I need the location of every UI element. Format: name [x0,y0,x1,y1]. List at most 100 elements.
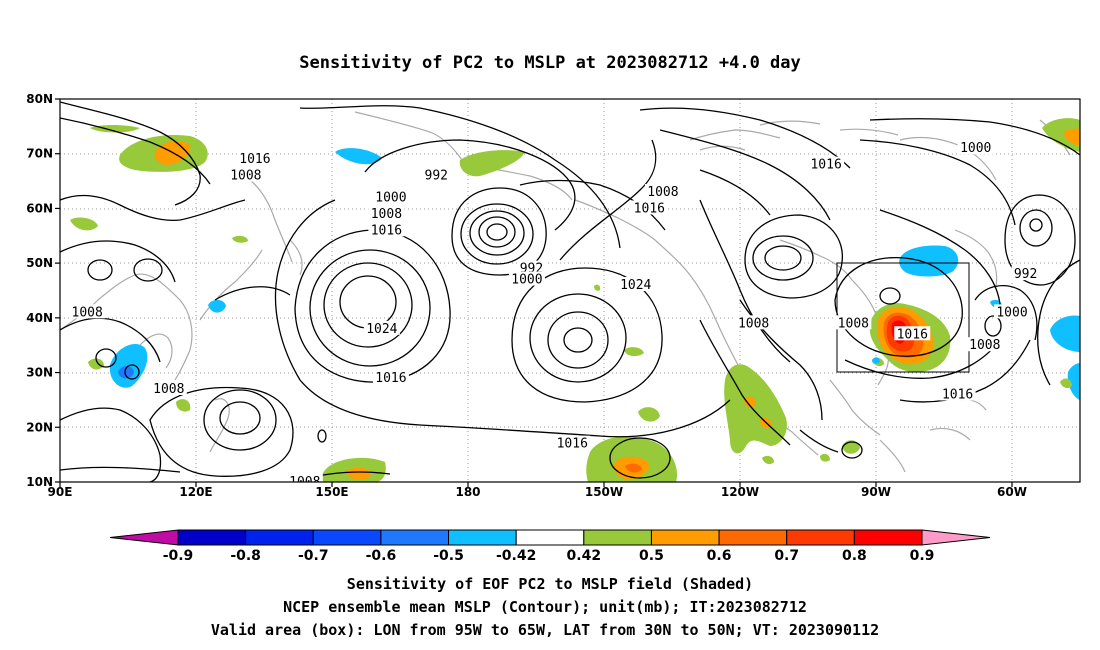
colorbar-tick-label: -0.5 [433,548,464,564]
shade-positive [1042,118,1080,152]
lat-tick-label: 10N [26,475,53,489]
contour-label-bg [894,326,931,341]
colorbar-swatch [515,529,585,546]
shade-negative [1067,363,1080,400]
contour-label: 1008 [969,338,1000,353]
lat-tick-label: 20N [26,420,53,434]
contour-label-bg [554,435,591,450]
shade-positive [176,399,191,412]
lat-tick-label: 40N [26,311,53,325]
contour-label: 1000 [996,305,1027,320]
colorbar-tick-label: 0.5 [639,548,664,564]
colorbar-tick-label: 0.8 [842,548,867,564]
caption: Sensitivity of EOF PC2 to MSLP field (Sh… [211,575,879,639]
lon-tick-label: 60W [997,485,1027,499]
contour-label: 1000 [960,141,991,156]
shade-negative [872,357,880,364]
shade-positive [594,284,601,291]
contour-label-bg [236,151,273,166]
colorbar-swatch [718,529,788,546]
colorbar-tick-label: -0.8 [230,548,261,564]
contour-label: 1000 [375,190,406,205]
contour-label: 1016 [810,158,841,173]
shade-positive [724,364,787,454]
shade-positive [459,150,525,177]
contour-label: 1008 [838,316,869,331]
contour-label: 1016 [942,387,973,402]
colorbar-tick-label: -0.9 [163,548,194,564]
shade-positive [1060,378,1072,389]
shade-negative [208,299,226,313]
colorbar-swatch [312,529,382,546]
contour-label-bg [422,167,451,182]
contour-label-bg [368,205,405,220]
colorbar-tick-label: 0.9 [910,548,935,564]
lat-tick-label: 30N [26,366,53,380]
colorbar-swatch [853,529,923,546]
colorbar-tick-label: 0.42 [567,548,602,564]
shade-positive [820,453,830,462]
contour-label: 1008 [153,382,184,397]
shade-positive [232,235,248,243]
contour-label-bg [1011,266,1040,281]
shade-positive [638,407,660,422]
lon-tick-label: 150W [585,485,623,499]
contour-label-bg [363,320,400,335]
map-frame [59,98,1081,483]
colorbar-swatch [650,529,720,546]
colorbar-tick-label: 0.6 [707,548,732,564]
shade-positive-strong [744,396,756,408]
contour-label: 1000 [511,273,542,288]
caption-line-1: Sensitivity of EOF PC2 to MSLP field (Sh… [347,575,753,593]
mslp-contours [60,101,1080,482]
colorbar-extend-high [921,529,991,546]
lon-tick-label: 180 [455,485,480,499]
shade-positive-strong [1064,128,1080,146]
contour-label: 1008 [289,475,320,490]
contour-label: 1016 [557,437,588,452]
contour-label-bg [735,315,772,330]
shade-positive [762,455,774,465]
shade-positive-strong [345,467,372,480]
lon-tick-label: 90W [861,485,891,499]
coastlines [60,111,1071,473]
colorbar-tick-label: -0.6 [366,548,397,564]
lat-tick-label: 50N [26,256,53,270]
shade-positive [90,125,140,133]
shade-negative [899,245,959,277]
lon-axis: 90E 120E 150E 180 150W 120W 90W 60W [48,482,1027,499]
contour-label-bg [368,222,405,237]
contour-label: 1016 [897,327,928,342]
contour-label: 1024 [620,278,651,293]
contour-label-bg [966,337,1003,352]
contour-label-bg [994,304,1030,319]
shade-positive-strong [625,463,642,473]
contour-label: 992 [425,169,448,184]
contour-label-bg [631,200,668,215]
shade-negative-strong [118,366,134,379]
contour-label: 1008 [738,316,769,331]
contour-label-bg [644,184,681,199]
colorbar-swatch [380,529,450,546]
contour-label-bg [372,370,409,385]
lat-tick-label: 70N [26,147,53,161]
caption-line-3: Valid area (box): LON from 95W to 65W, L… [211,621,879,639]
lon-tick-label: 120E [179,485,212,499]
shade-negative [335,148,382,165]
contour-label-bg [939,386,976,401]
contour-label-bg [69,304,106,319]
lon-tick-label: 90E [48,485,73,499]
colorbar-swatch [245,529,314,546]
contour-label: 1008 [647,185,678,200]
shade-positive [624,347,644,357]
caption-line-2: NCEP ensemble mean MSLP (Contour); unit(… [283,598,807,616]
colorbar-extend-low [109,529,179,546]
colorbar: -0.9 -0.8 -0.7 -0.6 -0.5 -0.42 0.42 0.5 0.6 0.7 0.… [109,529,991,564]
contour-label: 1024 [366,322,397,337]
contour-label-bg [617,277,654,292]
contour-label-bg [517,260,546,275]
lat-axis: 80N 70N 60N 50N 40N 30N 20N 10N [26,92,60,489]
